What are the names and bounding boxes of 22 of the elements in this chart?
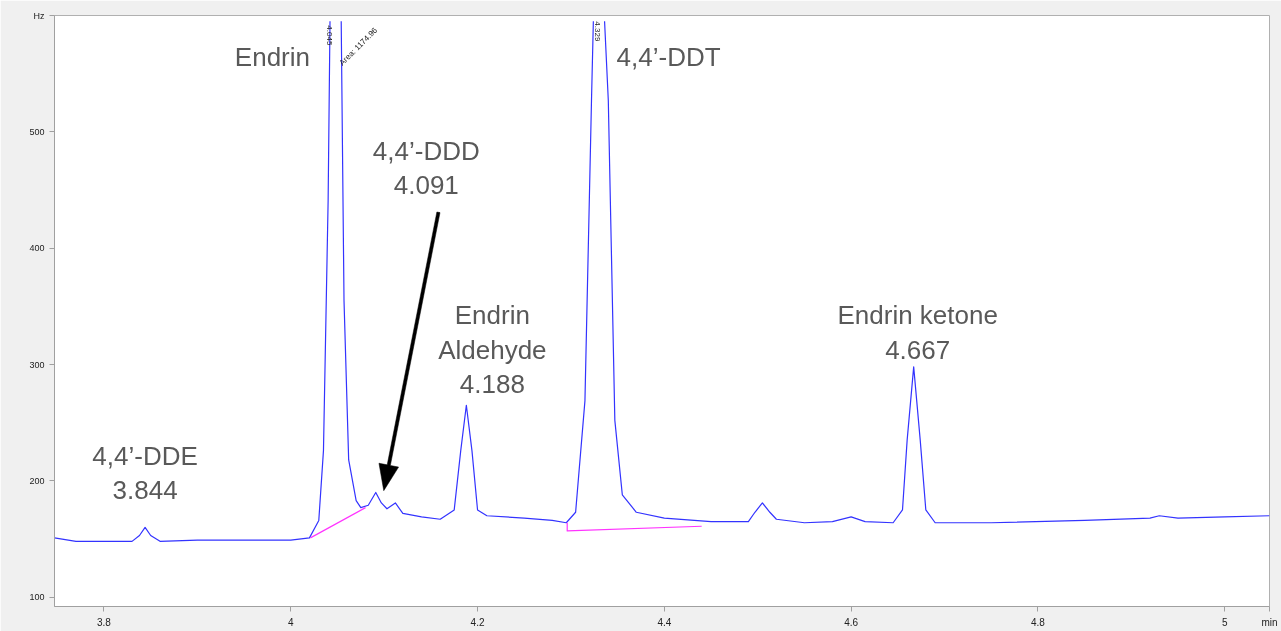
annotation: 4,4’-DDD 4.091	[372, 135, 480, 201]
x-tick-label: 4.8	[1030, 616, 1046, 628]
y-tick-label: 200	[29, 475, 45, 486]
y-axis-title: Hz	[33, 10, 45, 21]
y-tick-label: 100	[29, 592, 45, 603]
x-tick-label: 3.8	[97, 616, 112, 628]
x-tick-label: 4	[288, 616, 294, 628]
x-tick-label: 4.6	[844, 616, 859, 628]
annotation: 4.329	[592, 21, 602, 42]
x-tick-label: 4.2	[470, 616, 485, 628]
annotation: Endrin	[234, 42, 310, 73]
x-axis-title: min	[1261, 616, 1278, 628]
y-tick-label: 500	[29, 126, 45, 137]
x-tick-label: 5	[1221, 616, 1228, 628]
annotation: 4,4’-DDE 3.844	[92, 440, 198, 506]
y-tick-label: 300	[29, 359, 45, 370]
annotation: 4,4’-DDT	[616, 42, 721, 73]
x-tick-label: 4.4	[657, 616, 672, 628]
y-tick-label: 400	[29, 243, 45, 254]
annotation: 4.045	[325, 25, 335, 46]
annotation: Endrin ketone 4.667	[837, 300, 998, 365]
annotation: Endrin Aldehyde 4.188	[438, 300, 547, 400]
